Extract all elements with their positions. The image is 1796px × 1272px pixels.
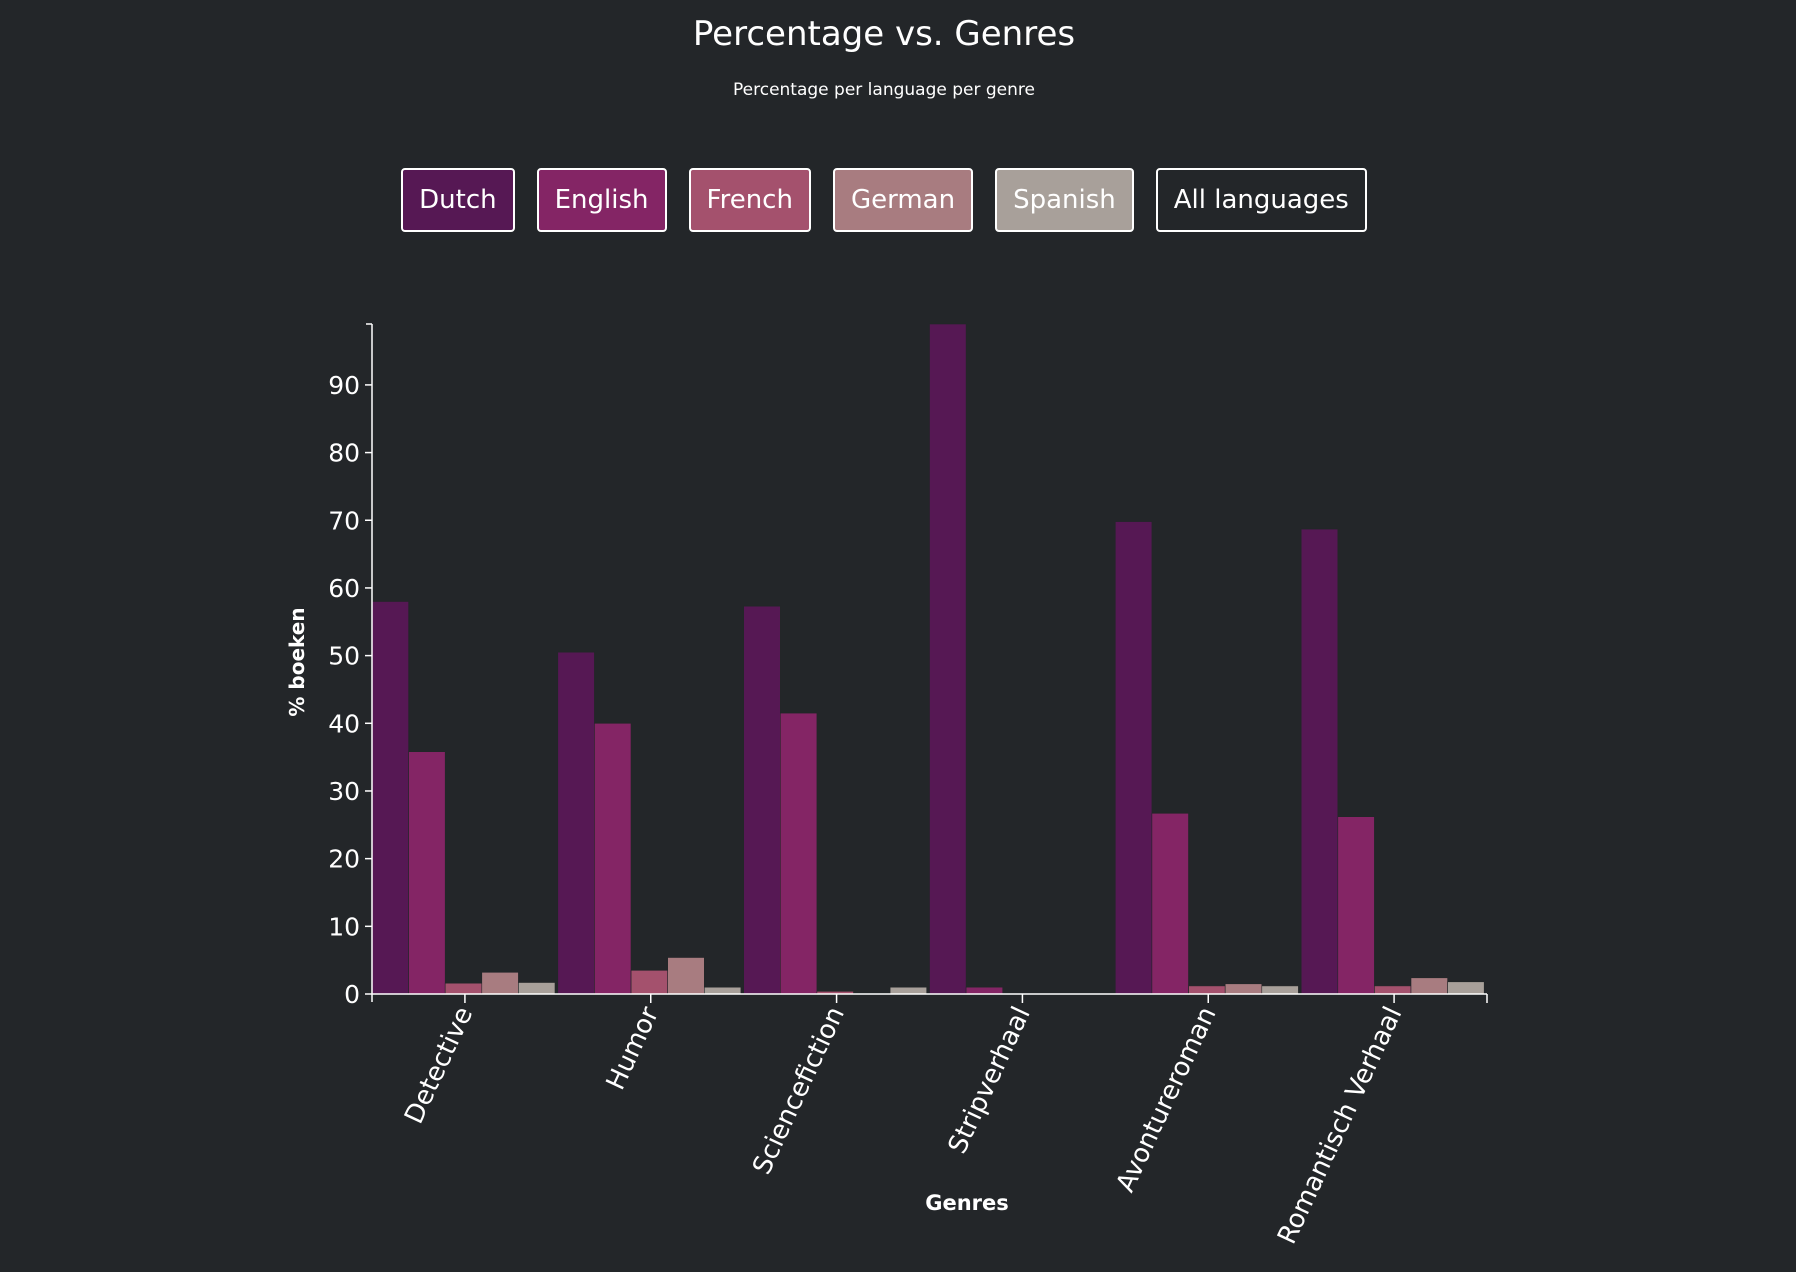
- y-tick-label: 10: [328, 912, 360, 941]
- bar-german-romantisch-verhaal: [1410, 977, 1448, 995]
- bar-spanish-humor: [703, 986, 742, 995]
- y-tick-label: 50: [328, 642, 360, 671]
- x-tick-label: Romantisch Verhaal: [1272, 1002, 1408, 1249]
- y-tick-label: 70: [328, 506, 360, 535]
- y-tick-label: 20: [328, 845, 360, 874]
- bar-french-romantisch-verhaal: [1374, 985, 1412, 995]
- bar-english-romantisch-verhaal: [1337, 816, 1375, 995]
- english-button[interactable]: English: [536, 168, 667, 232]
- bar-english-humor: [594, 722, 632, 995]
- x-tick-label: Avontureroman: [1111, 1002, 1223, 1196]
- x-tick-label: Detective: [399, 1002, 479, 1128]
- bar-dutch-humor: [557, 651, 595, 995]
- bar-dutch-sciencefiction: [743, 605, 781, 995]
- bar-dutch-detective: [371, 601, 409, 995]
- bar-french-humor: [630, 969, 668, 995]
- language-filter-bar: Dutch English French German Spanish All …: [0, 168, 1768, 232]
- bar-german-detective: [481, 971, 519, 995]
- y-tick-label: 40: [328, 709, 360, 738]
- y-tick-label: 80: [328, 439, 360, 468]
- y-tick-label: 0: [344, 980, 360, 1009]
- y-tick-label: 90: [328, 371, 360, 400]
- spanish-button[interactable]: Spanish: [995, 168, 1134, 232]
- bar-spanish-detective: [518, 982, 556, 995]
- bar-german-humor: [667, 957, 705, 995]
- bars-group: [371, 323, 1485, 995]
- french-button[interactable]: French: [688, 168, 811, 232]
- bar-english-stripverhaal: [965, 986, 1003, 995]
- bar-english-avontureroman: [1151, 812, 1189, 995]
- bar-french-detective: [444, 982, 483, 995]
- bar-english-sciencefiction: [779, 712, 818, 995]
- x-axis-label: Genres: [925, 1191, 1009, 1215]
- all-languages-button[interactable]: All languages: [1155, 168, 1367, 232]
- x-tick-label: Stripverhaal: [943, 1002, 1037, 1158]
- x-tick-label: Humor: [601, 1002, 665, 1095]
- bar-spanish-sciencefiction: [889, 986, 927, 995]
- x-tick-label: Sciencefiction: [747, 1002, 851, 1179]
- bar-dutch-romantisch-verhaal: [1300, 528, 1339, 995]
- chart-title: Percentage vs. Genres: [692, 14, 1076, 54]
- bar-english-detective: [408, 751, 446, 995]
- bar-dutch-avontureroman: [1115, 521, 1153, 995]
- chart-subtitle: Percentage per language per genre: [733, 80, 1035, 100]
- bar-german-avontureroman: [1224, 983, 1263, 995]
- bar-dutch-stripverhaal: [929, 323, 967, 995]
- dutch-button[interactable]: Dutch: [401, 168, 515, 232]
- bar-spanish-avontureroman: [1261, 985, 1299, 995]
- german-button[interactable]: German: [832, 168, 974, 232]
- y-tick-label: 30: [328, 777, 360, 806]
- bar-spanish-romantisch-verhaal: [1447, 981, 1485, 995]
- y-tick-label: 60: [328, 574, 360, 603]
- y-axis-label: % boeken: [285, 607, 309, 716]
- bar-french-avontureroman: [1188, 985, 1226, 995]
